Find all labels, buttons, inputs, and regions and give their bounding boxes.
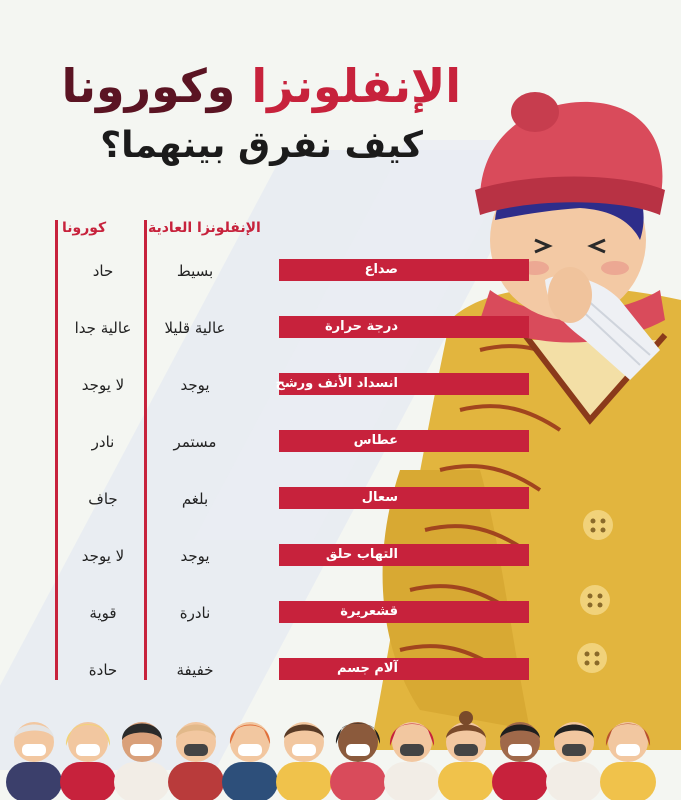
people-svg bbox=[6, 711, 656, 800]
flu-value: نادرة bbox=[179, 604, 211, 622]
person-svg bbox=[370, 92, 681, 750]
flu-value: عالية قليلا bbox=[164, 319, 226, 337]
symptom-label: درجة حرارة bbox=[324, 319, 398, 334]
corona-value: نادر bbox=[91, 433, 115, 451]
flu-value: بسيط bbox=[176, 262, 214, 280]
flu-value: يوجد bbox=[180, 376, 210, 394]
symptom-label: سعال bbox=[361, 490, 398, 505]
corona-value: قوية bbox=[89, 604, 117, 622]
symptom-bar bbox=[279, 601, 529, 623]
symptom-bar bbox=[279, 487, 529, 509]
flu-column-header: الإنفلونزا العادية bbox=[148, 220, 261, 236]
corona-value: عالية جدا bbox=[74, 319, 132, 337]
corona-column-divider bbox=[55, 220, 58, 680]
page-title: الإنفلونزا وكورونا bbox=[61, 58, 461, 114]
symptom-label: آلام جسم bbox=[337, 661, 398, 676]
corona-value: لا يوجد bbox=[81, 547, 125, 565]
symptom-bar bbox=[279, 316, 529, 338]
symptom-bar bbox=[279, 373, 529, 395]
symptom-bar bbox=[279, 259, 529, 281]
title-corona: وكورونا bbox=[61, 59, 236, 113]
corona-column-header: كورونا bbox=[62, 220, 107, 236]
symptom-label: التهاب حلق bbox=[325, 547, 398, 562]
symptom-label: انسداد الأنف ورشح bbox=[275, 376, 398, 391]
page-subtitle: كيف نفرق بينهما؟ bbox=[100, 125, 423, 166]
symptom-label: قشعريرة bbox=[340, 604, 398, 619]
symptom-label: صداع bbox=[364, 262, 398, 277]
flu-value: بلغم bbox=[181, 490, 209, 508]
corona-value: لا يوجد bbox=[81, 376, 125, 394]
corona-value: جاف bbox=[88, 490, 118, 508]
corona-value: حاد bbox=[92, 262, 114, 280]
flu-value: مستمر bbox=[173, 433, 217, 451]
flu-value: يوجد bbox=[180, 547, 210, 565]
symptom-bar bbox=[279, 544, 529, 566]
sneezing-person-illustration bbox=[330, 90, 681, 750]
flu-value: خفيفة bbox=[176, 661, 214, 679]
masked-people-illustration bbox=[0, 700, 681, 800]
flu-column-divider bbox=[144, 220, 147, 680]
symptom-bar bbox=[279, 658, 529, 680]
symptom-bar bbox=[279, 430, 529, 452]
corona-value: حادة bbox=[88, 661, 118, 679]
title-flu: الإنفلونزا bbox=[251, 59, 461, 113]
symptom-label: عطاس bbox=[353, 433, 398, 448]
